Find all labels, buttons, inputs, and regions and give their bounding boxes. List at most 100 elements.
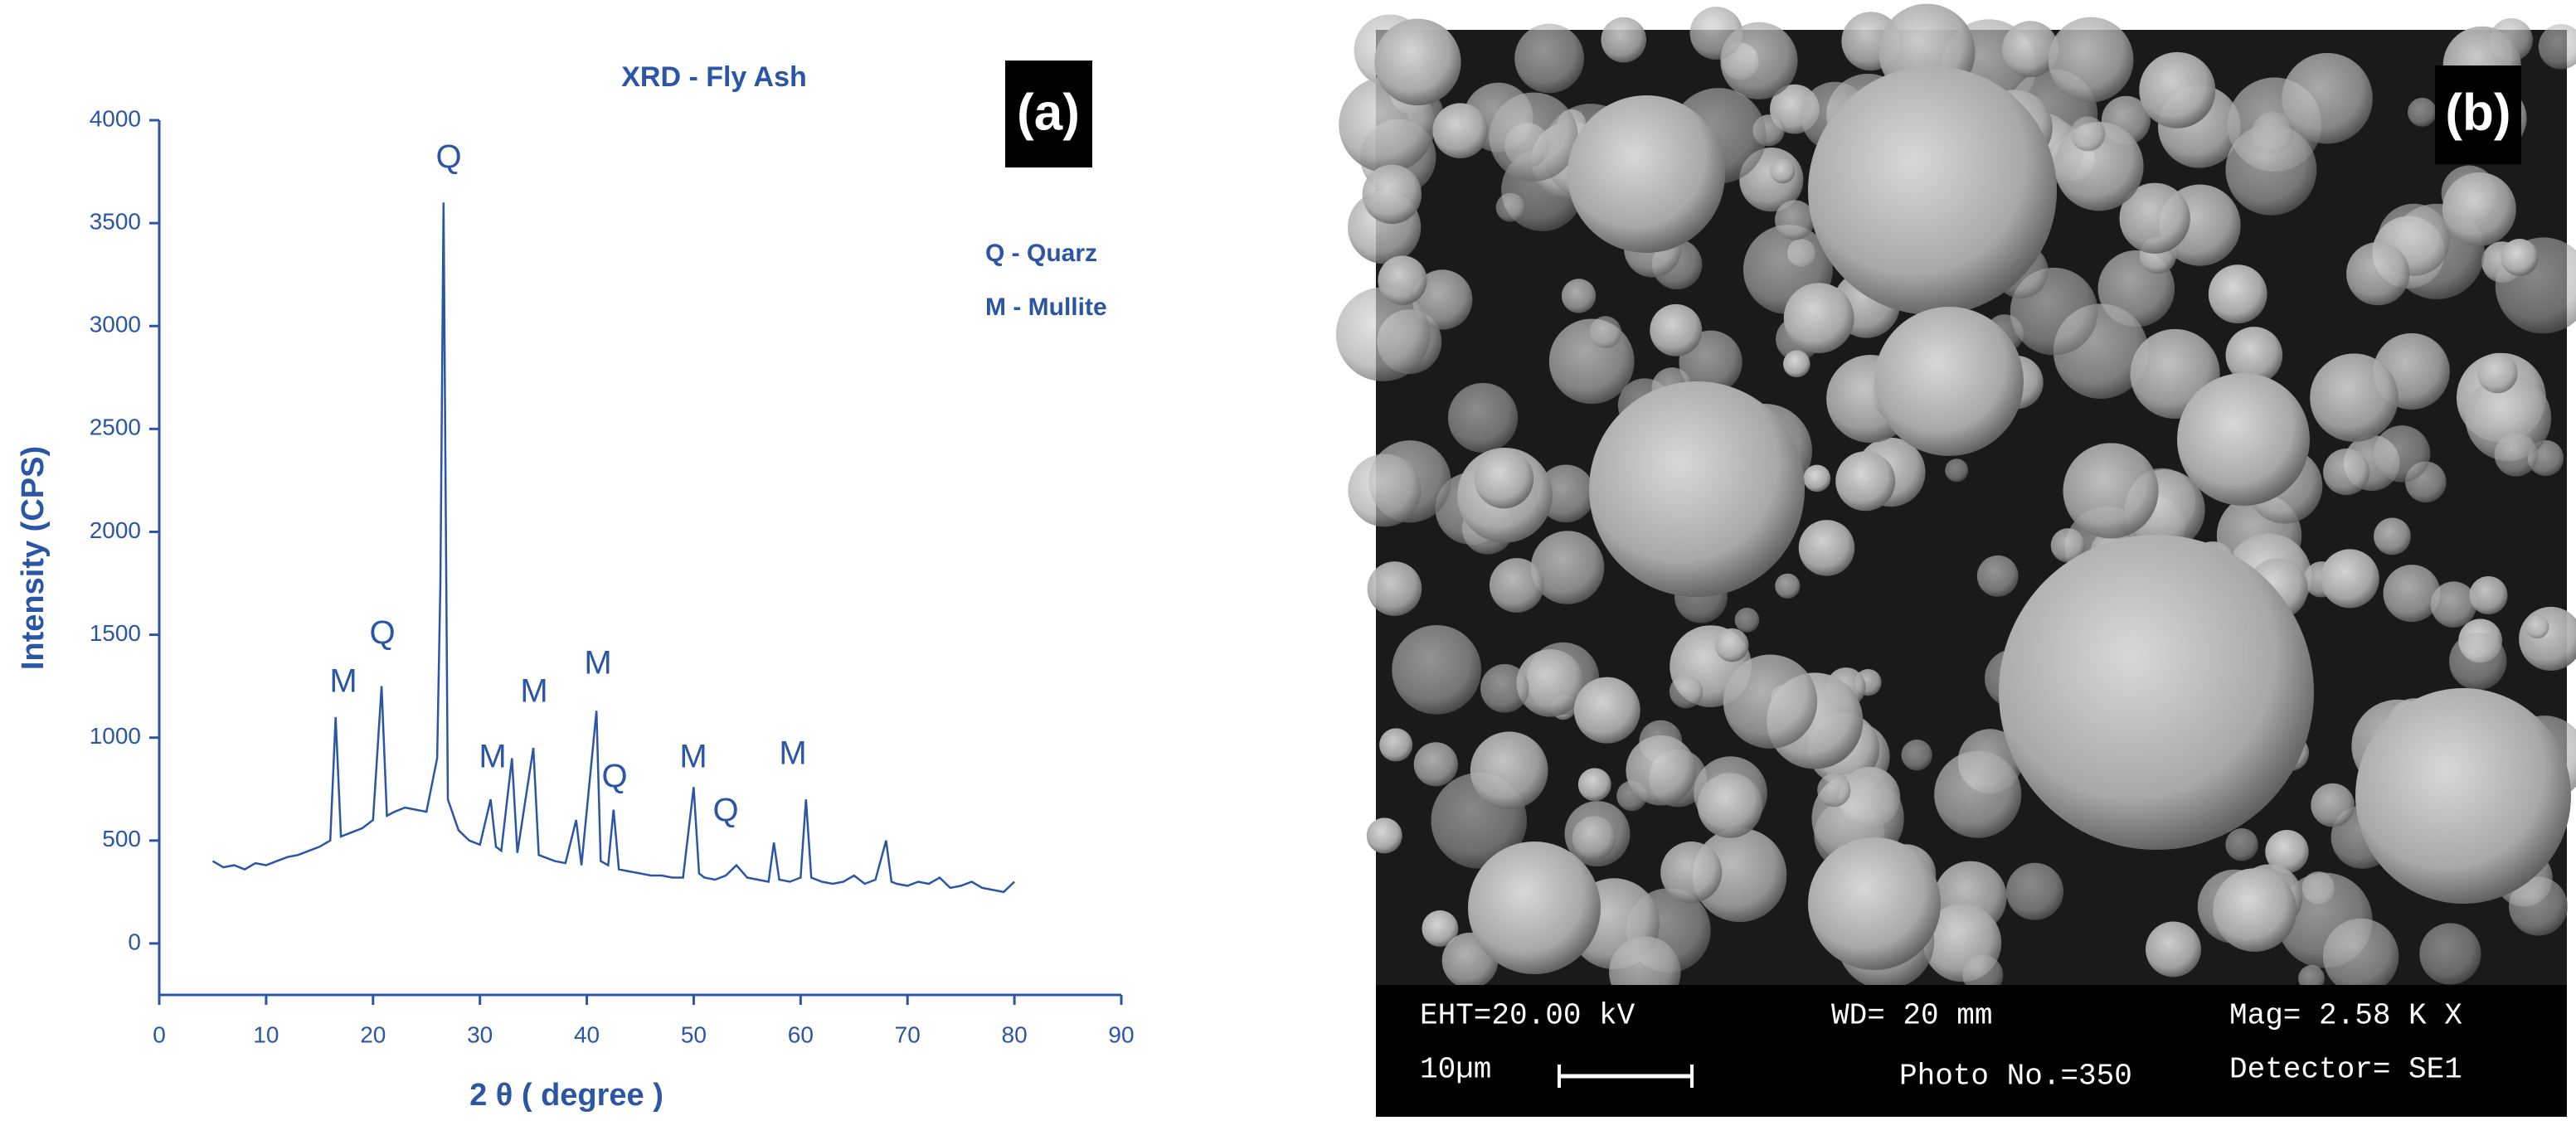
peak-annotation: M (329, 663, 357, 700)
sphere (2298, 965, 2326, 992)
y-tick-label: 2500 (90, 415, 141, 440)
sphere (2373, 425, 2431, 483)
sphere (2265, 829, 2309, 874)
sphere (1808, 66, 2057, 315)
sphere (2177, 373, 2310, 506)
sphere (1572, 816, 1616, 860)
sphere (2346, 241, 2410, 306)
sphere (2355, 688, 2571, 904)
sphere (2213, 868, 2297, 953)
sphere (1432, 103, 1489, 159)
sphere (2320, 549, 2379, 609)
sphere (1976, 555, 2019, 597)
sphere (1714, 628, 1749, 662)
sphere (2449, 632, 2507, 691)
y-tick-label: 1500 (90, 620, 141, 646)
y-axis-label: Intensity (CPS) (16, 446, 51, 670)
peak-annotation: M (779, 735, 806, 772)
sphere (2374, 517, 2411, 555)
sphere (1626, 735, 1697, 806)
sphere (1723, 654, 1818, 749)
sphere (2509, 876, 2569, 936)
sphere (1413, 742, 1458, 787)
sphere (1412, 269, 1473, 330)
sphere (2070, 116, 2106, 152)
sphere (1999, 535, 2314, 850)
sphere (2419, 923, 2481, 985)
peak-annotation: Q (601, 759, 627, 795)
sphere (1934, 750, 2022, 838)
sphere (2469, 575, 2508, 615)
legend-text: M - Mullite (985, 293, 1107, 321)
sem-image: EHT=20.00 kV WD= 20 mm Mag= 2.58 K X 10µ… (1335, 3, 2576, 1117)
sphere (1601, 17, 1647, 63)
sphere (1470, 731, 1548, 810)
sphere (1589, 316, 1622, 348)
sphere (1874, 307, 2024, 456)
sphere (1835, 451, 1896, 512)
sphere (1817, 773, 1851, 808)
sphere (1577, 768, 1611, 802)
panel-label: (b) (2445, 84, 2510, 141)
sphere (2442, 172, 2516, 246)
sphere (1516, 649, 1585, 717)
sphere (1367, 561, 1422, 616)
sphere (1775, 573, 1801, 599)
sphere (2225, 124, 2317, 216)
y-tick-label: 500 (102, 826, 141, 851)
peak-annotation: Q (369, 615, 395, 652)
peak-annotation: M (479, 739, 506, 775)
sphere (1474, 449, 1534, 509)
panel-label-box (2435, 65, 2521, 164)
sphere (1660, 842, 1723, 904)
sphere (2005, 862, 2064, 920)
x-tick-label: 80 (1002, 1021, 1028, 1047)
sphere (1808, 837, 1941, 970)
x-tick-label: 60 (788, 1021, 814, 1047)
y-tick-label: 1000 (90, 723, 141, 749)
sphere (1589, 381, 1805, 597)
peak-annotation: Q (435, 139, 461, 176)
sphere (1770, 158, 1796, 184)
sphere (1669, 674, 1704, 709)
sphere (2139, 51, 2216, 129)
x-tick-label: 30 (467, 1021, 493, 1047)
sphere (1901, 740, 1932, 771)
sphere (2494, 433, 2539, 477)
sphere (2310, 353, 2399, 442)
sphere (1573, 677, 1640, 744)
sphere (2538, 24, 2576, 70)
x-tick-label: 10 (253, 1021, 279, 1047)
sphere (2050, 528, 2085, 563)
sphere (1392, 624, 1482, 715)
chart-title: XRD - Fly Ash (621, 61, 807, 93)
sphere (2119, 182, 2190, 254)
sphere (1798, 520, 1855, 576)
sphere (1774, 200, 1815, 240)
sphere (1561, 279, 1597, 313)
sphere (1480, 664, 1529, 713)
sphere (1489, 558, 1544, 613)
sphere (1468, 842, 1601, 974)
sphere (1720, 22, 1798, 99)
x-tick-label: 40 (574, 1021, 600, 1047)
peak-annotation: Q (712, 793, 738, 829)
sphere (1348, 454, 1422, 527)
sphere (1495, 192, 1525, 222)
y-tick-label: 0 (128, 929, 141, 954)
sphere (2048, 17, 2134, 103)
sphere (1803, 464, 1831, 492)
sphere (1650, 303, 1703, 357)
sphere (1422, 910, 1459, 947)
xrd-line (211, 202, 1015, 894)
sphere (2225, 327, 2283, 384)
x-tick-label: 0 (153, 1021, 166, 1047)
x-tick-label: 70 (895, 1021, 921, 1047)
sphere (2383, 565, 2441, 623)
sphere (1697, 773, 1763, 838)
sphere (1783, 283, 1854, 353)
peak-annotation: M (679, 739, 707, 775)
y-tick-label: 2000 (90, 517, 141, 543)
